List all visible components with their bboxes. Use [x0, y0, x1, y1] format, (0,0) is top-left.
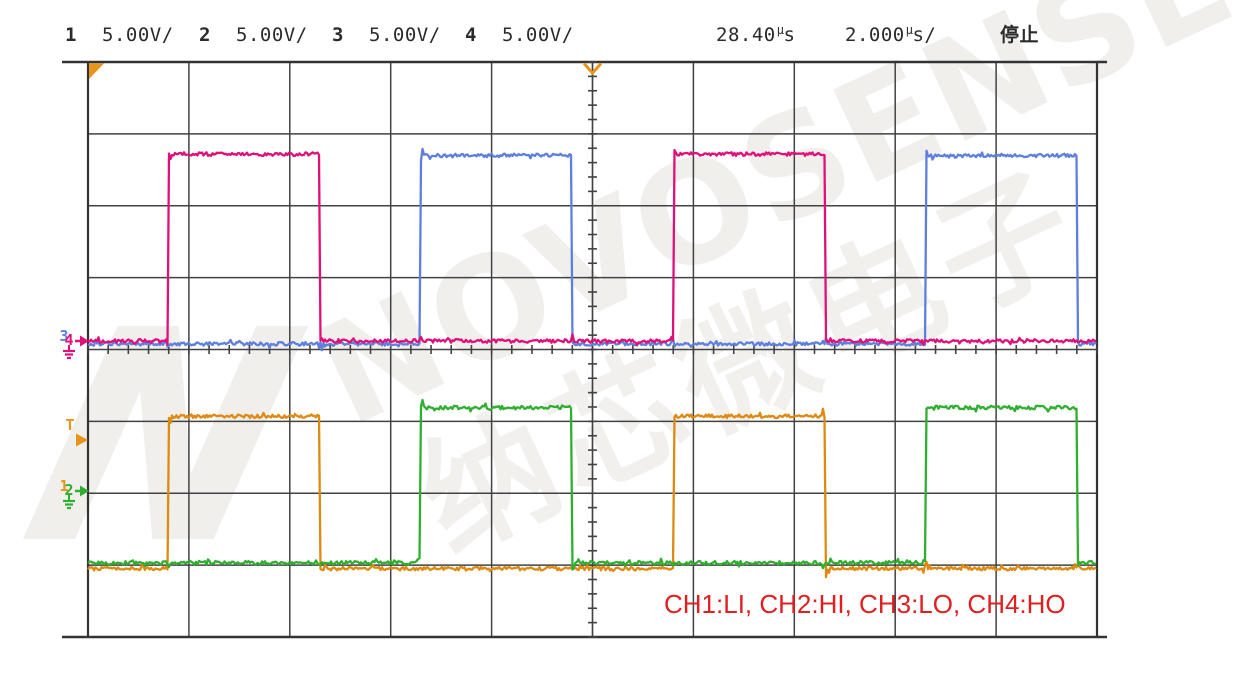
trace-ch3-lo: [87, 147, 1097, 352]
channel-2-number: 2: [199, 24, 211, 46]
delay-readout: 28.40µs: [716, 23, 796, 46]
trace-ch2-hi: [87, 398, 1097, 571]
time-reference-marker-icon: [582, 62, 603, 76]
run-state-label: 停止: [1000, 24, 1040, 46]
channel-annotation: CH1:LI, CH2:HI, CH3:LO, CH4:HO: [664, 589, 1066, 619]
channel-1-scale: 5.00V/: [102, 24, 174, 46]
channel-4-number: 4: [465, 24, 477, 46]
graticule: [62, 60, 1107, 639]
channel-3-number: 3: [332, 24, 344, 46]
trigger-level-label: T: [65, 416, 74, 434]
trace-ch1-li: [87, 407, 1097, 579]
ground-marker-digit-1: 1: [59, 477, 68, 495]
micro-sign: µ: [905, 23, 914, 37]
ground-marker-digit-3: 3: [59, 327, 68, 345]
trace-ch4-ho: [87, 148, 1097, 347]
ground-marker-digit-2: 2: [64, 481, 73, 499]
trigger-level-arrow-icon: [76, 433, 88, 447]
corner-triangle-icon: [89, 63, 104, 79]
channel-4-scale: 5.00V/: [502, 24, 574, 46]
micro-sign: µ: [776, 23, 785, 37]
scope-status-bar: 1 5.00V/ 2 5.00V/ 3 5.00V/ 4 5.00V/ 28.4…: [0, 23, 1237, 48]
channel-2-scale: 5.00V/: [236, 24, 308, 46]
channel-1-number: 1: [65, 24, 77, 46]
ground-marker-arrow-icon: [80, 335, 89, 347]
timebase-readout: 2.000µs/: [845, 23, 937, 46]
channel-3-scale: 5.00V/: [369, 24, 441, 46]
top-markers: [89, 62, 603, 79]
side-markers: 34 T 12: [59, 327, 89, 510]
ground-marker-digit-4: 4: [64, 331, 73, 349]
ground-marker-arrow-icon: [80, 485, 89, 497]
waveforms: [87, 147, 1097, 579]
